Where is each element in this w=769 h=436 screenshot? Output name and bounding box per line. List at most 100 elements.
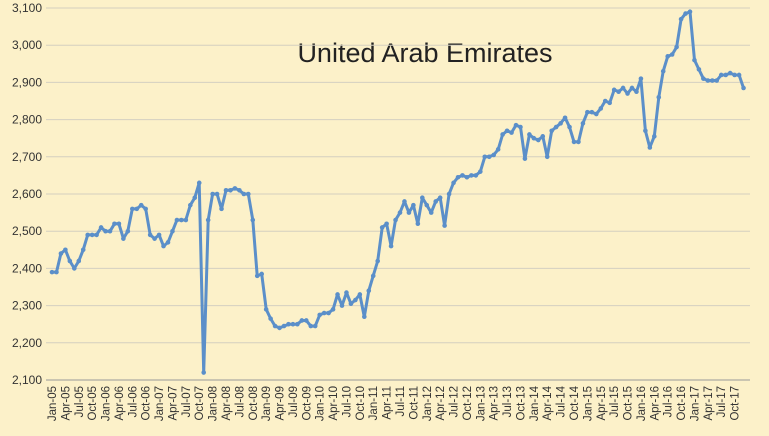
marker [504,128,510,134]
marker [321,310,327,316]
marker [607,100,612,106]
marker [464,174,470,180]
marker [103,228,108,234]
x-tick-label: Oct-12 [462,386,474,421]
x-tick-label: Jul-05 [74,386,86,417]
y-tick-label: 3,100 [12,1,42,15]
y-tick-label: 2,300 [12,299,42,313]
marker [544,154,550,160]
y-tick-label: 2,900 [12,75,42,89]
marker [286,321,291,327]
marker [634,89,639,94]
marker [272,323,278,329]
marker [268,316,273,321]
marker [616,89,621,94]
marker [723,72,728,78]
marker [179,217,184,223]
marker [571,139,577,145]
marker [460,173,465,178]
marker [183,217,189,223]
marker [89,232,95,238]
x-tick-label: Apr-13 [489,386,501,421]
marker [76,258,82,264]
y-tick-label: 2,800 [12,113,42,127]
marker [290,321,296,327]
x-tick-label: Apr-17 [703,386,715,421]
marker [710,78,715,83]
marker [201,370,206,375]
marker [500,132,505,137]
marker [370,273,376,279]
x-tick-label: Jul-16 [663,386,675,417]
marker [335,292,340,297]
marker [674,44,679,50]
marker [625,91,630,96]
marker [536,137,541,143]
marker [491,152,496,158]
marker [433,199,438,204]
marker [527,132,532,137]
marker [312,323,318,329]
marker [299,318,305,323]
x-tick-label: Apr-14 [542,385,554,420]
x-tick-label: Jan-11 [368,386,380,420]
x-tick-label: Oct-10 [355,386,367,421]
marker [576,139,581,145]
marker [495,147,501,152]
marker [196,180,202,186]
marker [669,52,675,57]
marker [509,130,514,135]
x-tick-label: Jan-14 [529,385,541,421]
marker [473,173,479,178]
marker [437,195,443,201]
x-tick-label: Jul-07 [181,386,193,417]
x-tick-label: Oct-13 [515,386,527,421]
marker [330,307,336,312]
marker [696,67,702,72]
marker [85,232,90,238]
x-tick-label: Oct-09 [301,386,313,421]
marker [705,78,711,83]
marker [718,72,724,78]
marker [241,191,247,197]
marker [589,109,595,115]
marker [482,154,488,160]
marker [692,57,697,63]
marker [420,195,425,201]
x-tick-label: Apr-11 [382,386,394,420]
x-tick-label: Oct-06 [141,386,153,421]
marker [513,122,519,128]
marker [223,187,229,193]
x-tick-label: Oct-11 [408,386,420,420]
marker [567,124,572,130]
marker [643,128,648,134]
marker [161,243,166,249]
marker [406,210,412,215]
marker [741,85,746,91]
marker [304,318,309,323]
marker [611,87,617,93]
x-tick-label: Jul-13 [502,386,514,417]
y-tick-label: 3,000 [12,38,42,52]
x-tick-label: Jan-08 [208,386,220,421]
x-tick-label: Oct-17 [730,386,742,421]
marker [620,85,626,91]
marker [518,124,523,130]
x-tick-label: Jan-15 [582,386,594,421]
x-tick-label: Oct-08 [248,386,260,421]
marker [205,217,211,223]
x-tick-label: Jul-17 [716,386,728,417]
marker [629,85,635,91]
marker [281,323,287,329]
marker [152,236,157,241]
marker [116,221,122,227]
marker [192,195,198,201]
marker [263,307,269,312]
marker [598,106,604,111]
marker [736,72,742,78]
marker [214,191,220,197]
marker [683,11,688,16]
marker [326,310,331,316]
marker [558,121,563,126]
